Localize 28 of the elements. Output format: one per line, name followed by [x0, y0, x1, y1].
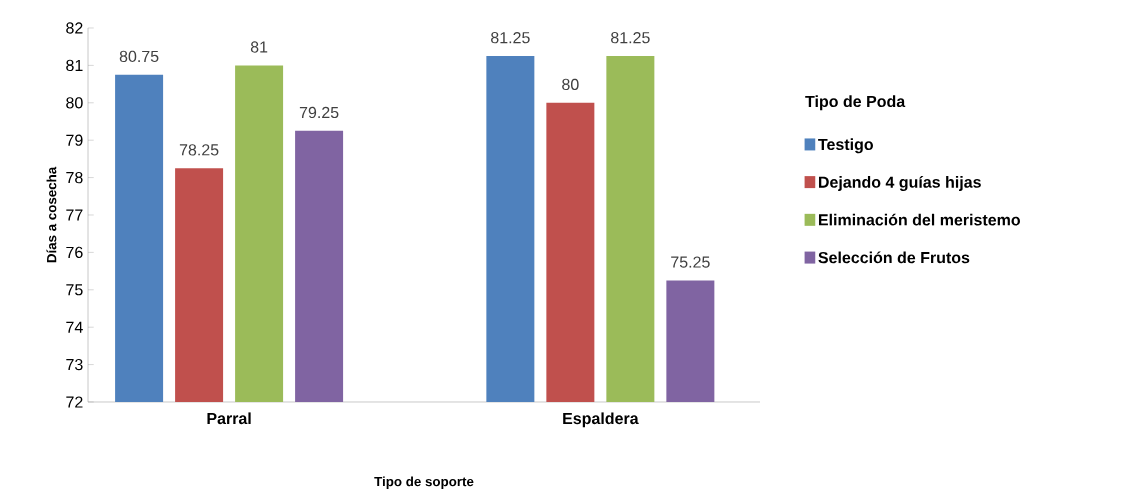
data-label: 80: [562, 78, 579, 91]
data-label: 81: [250, 41, 268, 53]
y-tick-label: 74: [66, 321, 83, 333]
x-tick-label: Parral: [207, 412, 251, 425]
y-tick-label: 76: [66, 246, 83, 259]
y-tick-label: 80: [66, 97, 83, 109]
legend-label: Selección de Frutos: [818, 251, 970, 264]
y-tick-label: 72: [66, 396, 83, 408]
y-tick-label: 77: [66, 209, 83, 221]
legend-label: Eliminación del meristemo: [818, 213, 1020, 226]
data-label: 75.25: [671, 256, 710, 268]
data-label: 81.25: [611, 32, 650, 44]
data-label: 81.25: [491, 32, 530, 44]
y-tick-label: 78: [66, 171, 83, 184]
x-tick-label: Espaldera: [563, 412, 639, 428]
data-label: 78.25: [179, 144, 219, 156]
data-label: 79.25: [299, 106, 339, 119]
y-tick-label: 73: [66, 358, 83, 371]
legend-title: Tipo de Poda: [805, 95, 906, 111]
legend-label: Dejando 4 guías hijas: [818, 175, 981, 192]
x-axis-title: Tipo de soporte: [374, 476, 474, 489]
y-tick-label: 81: [66, 59, 83, 72]
y-tick-label: 82: [66, 22, 83, 34]
data-label: 80.75: [119, 50, 159, 63]
y-tick-label: 79: [66, 134, 83, 146]
legend-label: Testigo: [818, 138, 873, 154]
y-tick-label: 75: [66, 284, 83, 296]
y-axis-title: Días a cosecha: [46, 166, 57, 263]
